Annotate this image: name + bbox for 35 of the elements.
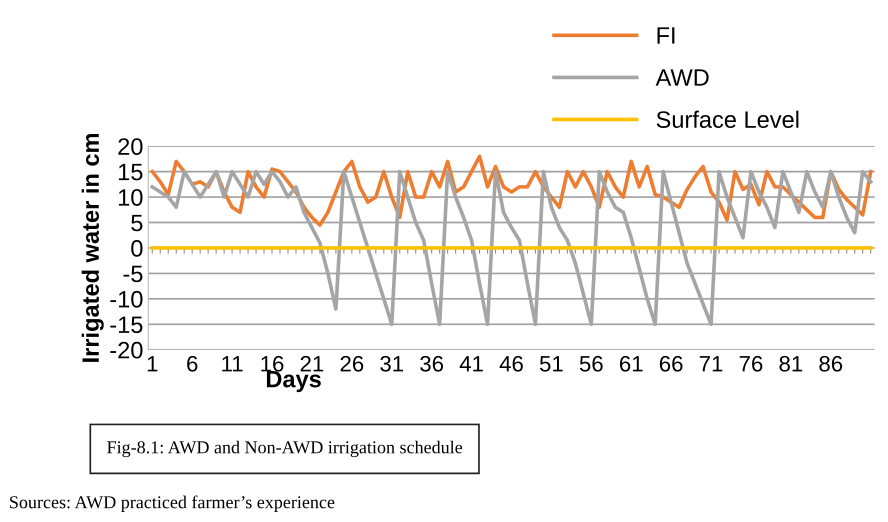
y-tick-label: -5	[123, 266, 142, 282]
y-tick-label: -20	[110, 342, 143, 359]
x-tick-label: 11	[222, 356, 243, 372]
x-tick-label: 41	[460, 356, 483, 372]
x-tick-label: 71	[700, 356, 722, 372]
legend-label: FI	[658, 27, 674, 44]
x-tick-label: 31	[380, 356, 404, 372]
x-tick-label: 51	[540, 356, 563, 372]
x-tick-label: 21	[300, 356, 324, 372]
x-axis-title: Days	[266, 370, 321, 392]
y-tick-label: -15	[110, 316, 142, 334]
text: Fig-8.1: AWD and Non-AWD irrigation schedule	[107, 440, 462, 458]
x-tick-label: 76	[740, 356, 762, 372]
y-tick-label: -10	[110, 290, 143, 308]
y-tick-label: 10	[118, 189, 143, 206]
y-tick-label: 15	[118, 164, 142, 180]
x-tick-label: 46	[500, 356, 523, 372]
legend-label: AWD	[656, 69, 709, 86]
y-tick-label: 20	[118, 138, 143, 155]
x-tick-label: 16	[261, 356, 284, 372]
x-tick-label: 86	[819, 356, 842, 372]
line-series	[150, 170, 872, 326]
x-tick-label: 56	[580, 356, 603, 372]
y-tick-label: 5	[131, 214, 142, 232]
source-note: Sources: AWD practiced farmer’s experience	[10, 495, 334, 512]
x-tick-label: 26	[340, 356, 364, 372]
y-tick-label: 0	[131, 240, 143, 257]
legend-label: Surface Level	[656, 110, 798, 128]
x-tick-label: 6	[187, 356, 198, 372]
x-tick-label: 36	[420, 356, 444, 372]
x-tick-label: 66	[660, 356, 683, 372]
y-axis-title: Irrigated water in cm	[82, 134, 104, 362]
x-tick-label: 1	[148, 356, 158, 372]
x-tick-label: 61	[620, 356, 642, 372]
x-tick-label: 81	[779, 356, 802, 372]
